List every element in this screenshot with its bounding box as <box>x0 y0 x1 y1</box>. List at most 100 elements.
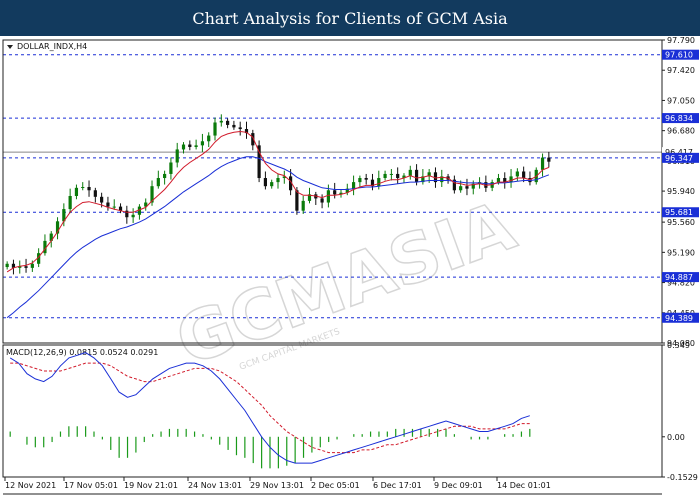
candle-body <box>364 178 368 180</box>
candle-body <box>30 263 34 268</box>
candle-body <box>522 171 526 179</box>
candle-body <box>18 266 22 268</box>
candle-body <box>295 190 299 211</box>
y-tick-label: 97.420 <box>667 66 695 75</box>
candle-body <box>370 179 375 187</box>
x-tick-label: 6 Dec 17:01 <box>373 481 422 490</box>
x-tick-label: 2 Dec 05:01 <box>311 481 360 490</box>
candle-body <box>421 176 425 183</box>
bid-price-box <box>662 147 699 158</box>
candle-body <box>156 178 160 187</box>
level-label: 94.389 <box>665 314 693 323</box>
y-tick-label: 94.820 <box>667 279 695 288</box>
candle-body <box>5 263 9 268</box>
candle-body <box>377 178 381 187</box>
candle-body <box>181 144 186 150</box>
current-price-box <box>662 152 699 163</box>
candle-body <box>207 135 211 142</box>
candle-body <box>244 129 249 134</box>
level-label-box <box>662 312 699 323</box>
candle-body <box>503 178 507 183</box>
candle-body <box>169 162 173 174</box>
macd-main-line <box>9 352 530 464</box>
candle-body <box>339 192 343 195</box>
candle-body <box>320 198 324 203</box>
x-tick-label: 24 Nov 13:01 <box>188 481 242 490</box>
candle-body <box>345 188 349 193</box>
candle-body <box>515 171 519 177</box>
dropdown-triangle-icon <box>7 45 13 49</box>
candle-body <box>68 195 72 210</box>
candle-body <box>144 202 148 207</box>
y-tick-label: 97.790 <box>667 36 695 45</box>
candle-body <box>358 178 362 183</box>
candle-body <box>509 176 513 183</box>
candle-body <box>238 127 242 130</box>
candle-body <box>547 157 551 162</box>
candle-body <box>200 141 205 146</box>
candle-body <box>100 196 104 203</box>
candle-body <box>326 190 330 203</box>
candle-body <box>163 173 167 179</box>
level-label: 94.887 <box>665 273 693 282</box>
candle-body <box>433 172 438 183</box>
y-tick-label: 96.680 <box>667 127 695 136</box>
moving-average-fast-line <box>6 130 550 273</box>
symbol-label: DOLLAR_INDX,H4 <box>17 42 87 51</box>
candle-body <box>213 122 217 136</box>
x-tick-label: 12 Nov 2021 <box>5 481 56 490</box>
candle-body <box>74 187 79 196</box>
level-label: 96.834 <box>665 114 693 123</box>
candle-body <box>471 183 475 189</box>
candle-body <box>540 157 545 170</box>
x-tick-label: 9 Dec 09:01 <box>434 481 483 490</box>
candle-body <box>383 173 387 179</box>
watermark-text: GCMASIA <box>166 187 525 382</box>
banner-title: Chart Analysis for Clients of GCM Asia <box>192 8 508 28</box>
candle-body <box>408 169 412 176</box>
y-tick-label: 97.050 <box>667 96 695 105</box>
candle-body <box>307 194 312 201</box>
candle-body <box>333 190 337 195</box>
macd-signal-line <box>10 362 530 454</box>
candle-body <box>257 145 261 179</box>
y-tick-label: 95.560 <box>667 218 695 227</box>
candle-body <box>276 178 280 183</box>
y-tick-label: 94.080 <box>667 339 695 348</box>
candle-body <box>427 172 431 177</box>
candle-body <box>194 145 198 147</box>
candle-body <box>452 179 456 191</box>
candle-body <box>232 124 236 128</box>
macd-label: MACD(12,26,9) 0.0815 0.0524 0.0291 <box>6 348 158 357</box>
candle-body <box>131 214 135 218</box>
level-label: 97.610 <box>665 51 693 60</box>
level-label-box <box>662 272 699 283</box>
moving-average-slow-line <box>6 156 550 319</box>
level-label-box <box>662 113 699 124</box>
x-tick-label: 29 Nov 13:01 <box>250 481 304 490</box>
level-label: 95.681 <box>665 208 693 217</box>
candle-body <box>270 182 274 187</box>
candle-body <box>49 233 53 241</box>
candle-body <box>402 175 406 179</box>
y-tick-label: 95.190 <box>667 248 695 257</box>
candle-body <box>282 176 286 179</box>
candle-body <box>93 190 97 197</box>
candle-body <box>188 144 192 147</box>
current-price-label: 96.347 <box>665 154 693 163</box>
candle-body <box>175 149 179 163</box>
chart-banner: Chart Analysis for Clients of GCM Asia <box>0 0 700 36</box>
level-label-box <box>662 49 699 60</box>
candle-body <box>55 221 60 234</box>
candle-body <box>396 173 400 179</box>
x-tick-label: 14 Dec 01:01 <box>497 481 551 490</box>
candle-body <box>87 187 91 191</box>
candle-body <box>263 178 268 187</box>
candle-body <box>414 169 419 183</box>
candle-body <box>288 176 293 191</box>
candle-body <box>137 206 142 215</box>
candle-body <box>150 186 154 203</box>
candle-body <box>118 206 123 211</box>
